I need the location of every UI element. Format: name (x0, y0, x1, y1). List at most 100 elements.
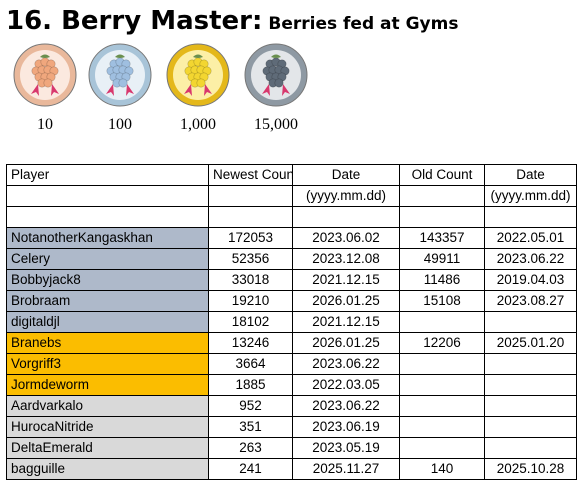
old-count-cell: 15108 (399, 290, 485, 312)
newest-count-cell: 351 (208, 416, 293, 438)
table-spacer-row (6, 206, 577, 228)
date-cell: 2023.06.19 (292, 416, 400, 438)
col-header-date: Date (292, 164, 400, 186)
medal-platinum: 15,000 (236, 42, 316, 134)
player-cell: Vorgriff3 (6, 353, 209, 375)
col-header-newest-count: Newest Count (208, 164, 293, 186)
medal-gold-label: 1,000 (180, 116, 216, 133)
old-date-cell (484, 395, 577, 417)
page-subtitle: Berries fed at Gyms (268, 14, 459, 34)
medal-bronze: 10 (5, 42, 85, 134)
newest-count-cell: 952 (208, 395, 293, 417)
medal-silver: 100 (80, 42, 160, 134)
newest-count-cell: 263 (208, 437, 293, 459)
col-header-old-date: Date (484, 164, 577, 186)
col-header-old-count: Old Count (399, 164, 485, 186)
table-row: Bobbyjack8 33018 2021.12.15 11486 2019.04.03 (6, 269, 577, 291)
medal-silver-label: 100 (108, 116, 132, 133)
medal-bronze-label: 10 (37, 116, 53, 133)
subheader-player (6, 185, 209, 207)
newest-count-cell: 1885 (208, 374, 293, 396)
col-header-player: Player (6, 164, 209, 186)
table-row: digitaldjl 18102 2021.12.15 (6, 311, 577, 333)
date-cell: 2023.06.02 (292, 227, 400, 249)
medal-row: 10 100 1,000 15,000 (0, 42, 584, 134)
player-cell: Celery (6, 248, 209, 270)
old-count-cell (399, 437, 485, 459)
old-date-cell (484, 437, 577, 459)
old-date-cell: 2019.04.03 (484, 269, 577, 291)
subheader-date-format: (yyyy.mm.dd) (292, 185, 400, 207)
date-cell: 2023.12.08 (292, 248, 400, 270)
date-cell: 2023.06.22 (292, 353, 400, 375)
berry-medal-platinum-icon (244, 43, 308, 107)
subheader-newest-count (208, 185, 293, 207)
table-body: NotanotherKangaskhan 172053 2023.06.02 1433… (6, 227, 577, 480)
old-count-cell (399, 353, 485, 375)
table-row: Aardvarkalo 952 2023.06.22 (6, 395, 577, 417)
date-cell: 2022.03.05 (292, 374, 400, 396)
newest-count-cell: 33018 (208, 269, 293, 291)
date-cell: 2023.05.19 (292, 437, 400, 459)
date-cell: 2026.01.25 (292, 332, 400, 354)
table-row: bagguille 241 2025.11.27 140 2025.10.28 (6, 458, 577, 480)
player-cell: bagguille (6, 458, 209, 480)
old-date-cell: 2023.08.27 (484, 290, 577, 312)
page-header: 16. Berry Master: Berries fed at Gyms (6, 6, 458, 42)
newest-count-cell: 52356 (208, 248, 293, 270)
table-row: HurocaNitride 351 2023.06.19 (6, 416, 577, 438)
old-count-cell: 140 (399, 458, 485, 480)
table-header-row: Player Newest Count Date Old Count Date (6, 164, 577, 186)
player-cell: NotanotherKangaskhan (6, 227, 209, 249)
old-date-cell: 2025.10.28 (484, 458, 577, 480)
old-date-cell (484, 374, 577, 396)
old-count-cell (399, 416, 485, 438)
medal-platinum-label: 15,000 (254, 116, 298, 133)
old-count-cell: 12206 (399, 332, 485, 354)
subheader-old-date-format: (yyyy.mm.dd) (484, 185, 577, 207)
table-row: Celery 52356 2023.12.08 49911 2023.06.22 (6, 248, 577, 270)
table-row: Brobraam 19210 2026.01.25 15108 2023.08.27 (6, 290, 577, 312)
date-cell: 2026.01.25 (292, 290, 400, 312)
leaderboard-table: Player Newest Count Date Old Count Date … (6, 164, 577, 480)
newest-count-cell: 19210 (208, 290, 293, 312)
player-cell: Jormdeworm (6, 374, 209, 396)
berry-medal-silver-icon (88, 43, 152, 107)
old-count-cell (399, 374, 485, 396)
newest-count-cell: 3664 (208, 353, 293, 375)
date-cell: 2025.11.27 (292, 458, 400, 480)
old-count-cell: 11486 (399, 269, 485, 291)
old-count-cell: 143357 (399, 227, 485, 249)
date-cell: 2023.06.22 (292, 395, 400, 417)
berry-medal-gold-icon (166, 43, 230, 107)
table-row: Vorgriff3 3664 2023.06.22 (6, 353, 577, 375)
player-cell: HurocaNitride (6, 416, 209, 438)
old-count-cell (399, 311, 485, 333)
table-subheader-row: (yyyy.mm.dd) (yyyy.mm.dd) (6, 185, 577, 207)
player-cell: Bobbyjack8 (6, 269, 209, 291)
player-cell: Brobraam (6, 290, 209, 312)
page-title: 16. Berry Master: (6, 6, 263, 36)
old-date-cell: 2023.06.22 (484, 248, 577, 270)
date-cell: 2021.12.15 (292, 269, 400, 291)
table-row: Jormdeworm 1885 2022.03.05 (6, 374, 577, 396)
medal-gold: 1,000 (158, 42, 238, 134)
old-count-cell: 49911 (399, 248, 485, 270)
player-cell: Branebs (6, 332, 209, 354)
newest-count-cell: 18102 (208, 311, 293, 333)
date-cell: 2021.12.15 (292, 311, 400, 333)
newest-count-cell: 241 (208, 458, 293, 480)
table-row: NotanotherKangaskhan 172053 2023.06.02 1433… (6, 227, 577, 249)
old-date-cell: 2022.05.01 (484, 227, 577, 249)
old-date-cell: 2025.01.20 (484, 332, 577, 354)
player-cell: digitaldjl (6, 311, 209, 333)
old-date-cell (484, 311, 577, 333)
old-date-cell (484, 353, 577, 375)
old-count-cell (399, 395, 485, 417)
player-cell: DeltaEmerald (6, 437, 209, 459)
berry-medal-bronze-icon (13, 43, 77, 107)
player-cell: Aardvarkalo (6, 395, 209, 417)
table-row: DeltaEmerald 263 2023.05.19 (6, 437, 577, 459)
subheader-old-count (399, 185, 485, 207)
newest-count-cell: 172053 (208, 227, 293, 249)
